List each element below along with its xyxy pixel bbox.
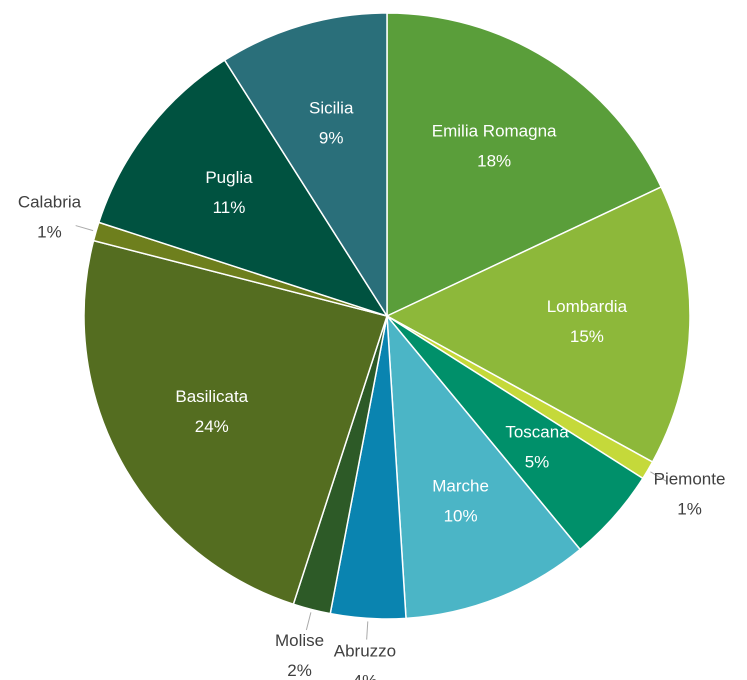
slice-label: Marche xyxy=(432,476,489,495)
slice-label: Puglia xyxy=(205,168,253,187)
pie-slice xyxy=(83,239,388,606)
pie-slice xyxy=(97,59,389,318)
slice-value-label: 10% xyxy=(444,506,478,525)
slice-value-label: 18% xyxy=(477,152,511,171)
leader-line xyxy=(305,612,312,631)
slice-label: Toscana xyxy=(505,423,569,442)
leader-line xyxy=(650,471,667,482)
slice-label: Lombardia xyxy=(547,297,628,316)
pie-slice xyxy=(386,12,663,318)
slice-value-label: 9% xyxy=(319,128,344,147)
slice-label: Abruzzo xyxy=(334,641,396,660)
slice-value-label: 24% xyxy=(195,417,229,436)
slice-value-label: 1% xyxy=(37,222,62,241)
slice-value-label: 15% xyxy=(570,327,604,346)
leader-line xyxy=(75,225,94,232)
slice-label: Piemonte xyxy=(654,469,726,488)
leader-line xyxy=(366,621,369,640)
slice-label: Calabria xyxy=(18,192,82,211)
pie-slice xyxy=(223,12,388,319)
slice-value-label: 1% xyxy=(677,499,702,518)
slice-value-label: 5% xyxy=(525,453,550,472)
pie-slice xyxy=(385,185,691,463)
slice-value-label: 2% xyxy=(287,661,312,680)
slice-label: Sicilia xyxy=(309,98,354,117)
slice-label: Basilicata xyxy=(175,387,248,406)
slice-label: Emilia Romagna xyxy=(432,122,557,141)
slice-label: Molise xyxy=(275,631,324,650)
pie-slice xyxy=(386,313,582,620)
slice-value-label: 4% xyxy=(353,671,378,680)
slice-value-label: 11% xyxy=(213,198,246,217)
